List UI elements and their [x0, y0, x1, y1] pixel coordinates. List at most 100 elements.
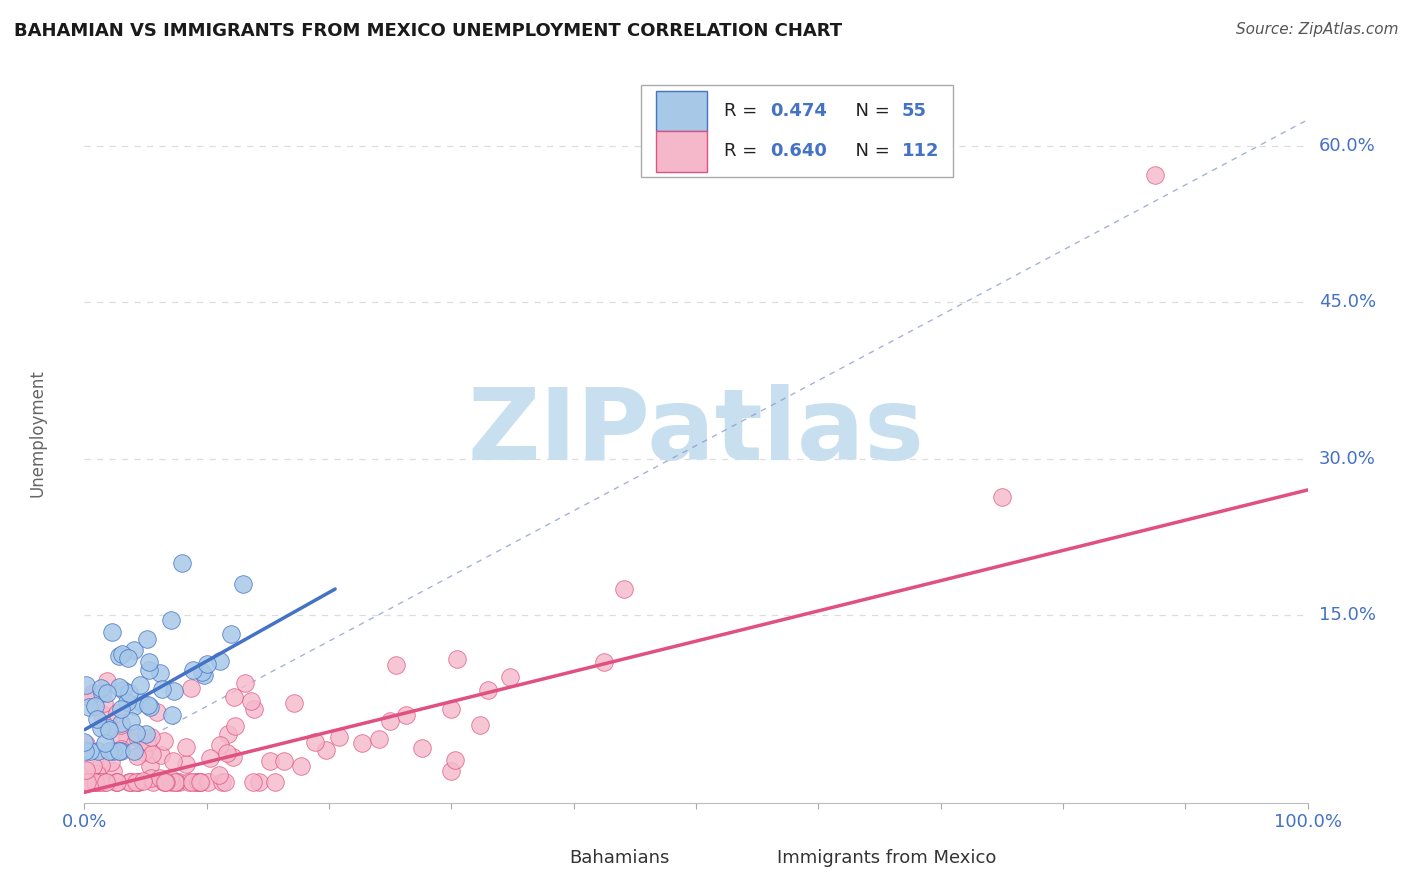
Point — [84, 698, 107, 713]
Point — [75, 764, 97, 778]
Point — [233, 676, 256, 690]
Point — [111, 647, 134, 661]
Text: 112: 112 — [901, 143, 939, 161]
Point — [132, 774, 155, 789]
Point — [187, 775, 209, 789]
Point — [110, 715, 132, 730]
Point — [304, 735, 326, 749]
Text: Unemployment: Unemployment — [30, 368, 46, 497]
Point — [159, 771, 181, 785]
Point — [167, 775, 190, 789]
Point — [187, 775, 209, 789]
Point — [190, 775, 212, 789]
Point — [97, 721, 120, 735]
Point — [77, 700, 100, 714]
Point — [209, 738, 232, 752]
Point — [153, 775, 176, 789]
Point — [149, 748, 172, 763]
Text: R =: R = — [724, 143, 763, 161]
Text: 0.640: 0.640 — [770, 143, 828, 161]
Point — [247, 775, 270, 789]
Point — [181, 663, 204, 677]
Point — [73, 775, 96, 789]
Point — [162, 707, 184, 722]
Point — [89, 775, 111, 789]
Point — [90, 681, 112, 695]
Point — [146, 705, 169, 719]
Point — [122, 744, 145, 758]
Point — [239, 694, 262, 708]
Text: 60.0%: 60.0% — [1319, 136, 1375, 155]
Point — [122, 699, 145, 714]
Point — [80, 775, 103, 789]
Point — [73, 744, 96, 758]
Point — [76, 775, 98, 789]
Point — [181, 775, 204, 789]
Text: Bahamians: Bahamians — [569, 849, 669, 867]
Point — [991, 490, 1014, 504]
Point — [136, 632, 159, 647]
Point — [90, 707, 112, 722]
Point — [90, 758, 112, 772]
Point — [135, 727, 157, 741]
Point — [125, 775, 148, 789]
Point — [77, 775, 100, 789]
Point — [91, 686, 114, 700]
Point — [190, 775, 212, 789]
Point — [139, 700, 162, 714]
Point — [264, 775, 287, 789]
Point — [160, 775, 183, 789]
Point — [117, 686, 139, 700]
Point — [219, 627, 242, 641]
Point — [172, 556, 194, 570]
Point — [197, 657, 219, 672]
Point — [191, 665, 214, 680]
Point — [198, 750, 221, 764]
Point — [105, 775, 128, 789]
Point — [446, 652, 468, 666]
Point — [149, 771, 172, 785]
Point — [108, 729, 131, 743]
Point — [612, 582, 634, 596]
FancyBboxPatch shape — [641, 85, 953, 178]
Point — [214, 775, 236, 789]
Bar — [655, 91, 707, 131]
Point — [395, 708, 418, 723]
Point — [224, 719, 246, 733]
Point — [177, 775, 200, 789]
Point — [153, 733, 176, 747]
Point — [150, 681, 173, 696]
Bar — [506, 842, 558, 875]
Point — [77, 775, 100, 789]
Point — [110, 718, 132, 732]
Point — [93, 696, 115, 710]
Point — [96, 775, 118, 789]
Point — [101, 624, 124, 639]
Text: N =: N = — [844, 102, 896, 120]
Point — [118, 775, 141, 789]
Point — [328, 730, 350, 744]
Point — [477, 682, 499, 697]
Point — [129, 695, 152, 709]
Point — [273, 754, 295, 768]
Point — [132, 745, 155, 759]
Point — [283, 696, 305, 710]
Point — [380, 714, 402, 729]
Point — [197, 775, 219, 789]
Point — [139, 759, 162, 773]
Text: 15.0%: 15.0% — [1319, 606, 1375, 624]
Point — [149, 665, 172, 680]
Point — [136, 735, 159, 749]
Point — [124, 642, 146, 657]
Text: ZIPatlas: ZIPatlas — [468, 384, 924, 481]
Point — [207, 768, 229, 782]
Point — [120, 775, 142, 789]
Point — [162, 754, 184, 768]
Point — [107, 680, 129, 694]
Point — [141, 747, 163, 762]
Point — [138, 656, 160, 670]
Point — [259, 754, 281, 768]
Bar — [655, 131, 707, 172]
Point — [82, 759, 104, 773]
Text: N =: N = — [844, 143, 896, 161]
